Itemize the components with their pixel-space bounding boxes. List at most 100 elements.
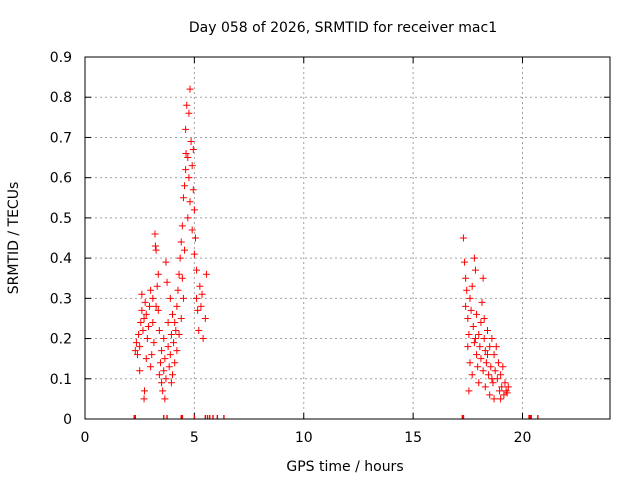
data-point [195,327,203,335]
data-point [488,335,496,343]
data-point [477,318,485,326]
data-point [193,266,201,274]
data-point [140,395,148,403]
data-point [169,371,176,379]
data-point [484,327,491,335]
y-tick-label: 0.2 [50,332,72,348]
data-point [166,351,174,359]
data-point [182,125,190,133]
data-point [193,294,201,302]
data-point [156,359,164,367]
data-point [470,339,478,347]
data-point [153,282,161,290]
data-point [466,359,474,367]
data-point [479,274,487,282]
data-point [467,306,475,314]
data-point [498,383,506,391]
data-point [161,395,169,403]
data-point [461,258,469,266]
data-point [149,294,157,302]
data-point [161,355,169,363]
data-point [171,318,179,326]
data-point [165,363,173,371]
data-point [186,85,194,93]
data-point [162,258,170,266]
data-point [468,282,476,290]
y-tick-label: 0.4 [50,251,72,267]
data-point [150,339,158,347]
data-point [143,335,151,343]
data-point [181,182,189,190]
data-point [154,306,162,314]
data-point [185,109,193,117]
data-point [154,270,162,278]
x-tick-label: 0 [81,430,90,446]
data-point [177,314,185,322]
data-point [176,254,184,262]
data-point [473,351,481,359]
data-point [131,347,139,355]
data-point [175,331,183,339]
data-point [468,371,476,379]
data-point [199,335,207,343]
data-point [462,302,470,310]
data-point [163,278,171,286]
data-point [477,355,485,363]
data-point [487,363,495,371]
data-point [162,375,170,383]
data-point [465,387,473,395]
data-point [187,137,195,145]
data-point [181,246,189,254]
data-point [462,274,470,282]
data-point [464,343,472,351]
x-axis-label: GPS time / hours [286,459,403,475]
data-point [164,318,172,326]
data-point [182,150,190,158]
data-point [184,154,192,162]
data-point [152,302,160,310]
y-tick-label: 0.9 [50,50,72,66]
data-point [178,222,186,230]
data-point [186,198,194,206]
data-point [138,306,146,314]
data-point [469,322,477,330]
data-point [490,395,498,403]
data-point [138,290,146,298]
data-point [475,331,483,339]
data-point [141,387,148,395]
data-point [177,238,185,246]
data-point [464,314,472,322]
data-point [155,371,163,379]
data-point [160,367,168,375]
data-point [159,387,167,395]
data-point [471,266,479,274]
data-point [136,343,144,351]
data-point [148,351,156,359]
data-point [480,335,488,343]
data-point [171,359,179,367]
data-point [190,206,198,214]
data-point [481,347,489,355]
data-point [188,162,196,170]
data-point [158,347,166,355]
data-point [471,335,479,343]
data-point [155,327,163,335]
data-point [494,359,502,367]
data-points [131,85,512,403]
data-point [490,351,498,359]
data-point [134,351,141,359]
data-point [136,367,144,375]
data-point [139,327,147,335]
data-point [489,379,497,387]
y-tick-label: 0.8 [50,90,72,106]
data-point [178,274,186,282]
x-tick-label: 15 [404,430,422,446]
data-point [132,339,140,347]
data-point [183,101,191,109]
data-point [166,294,174,302]
data-point [135,331,143,339]
data-point [484,351,491,359]
data-point [189,146,197,154]
data-point [174,286,182,294]
data-point [164,343,172,351]
